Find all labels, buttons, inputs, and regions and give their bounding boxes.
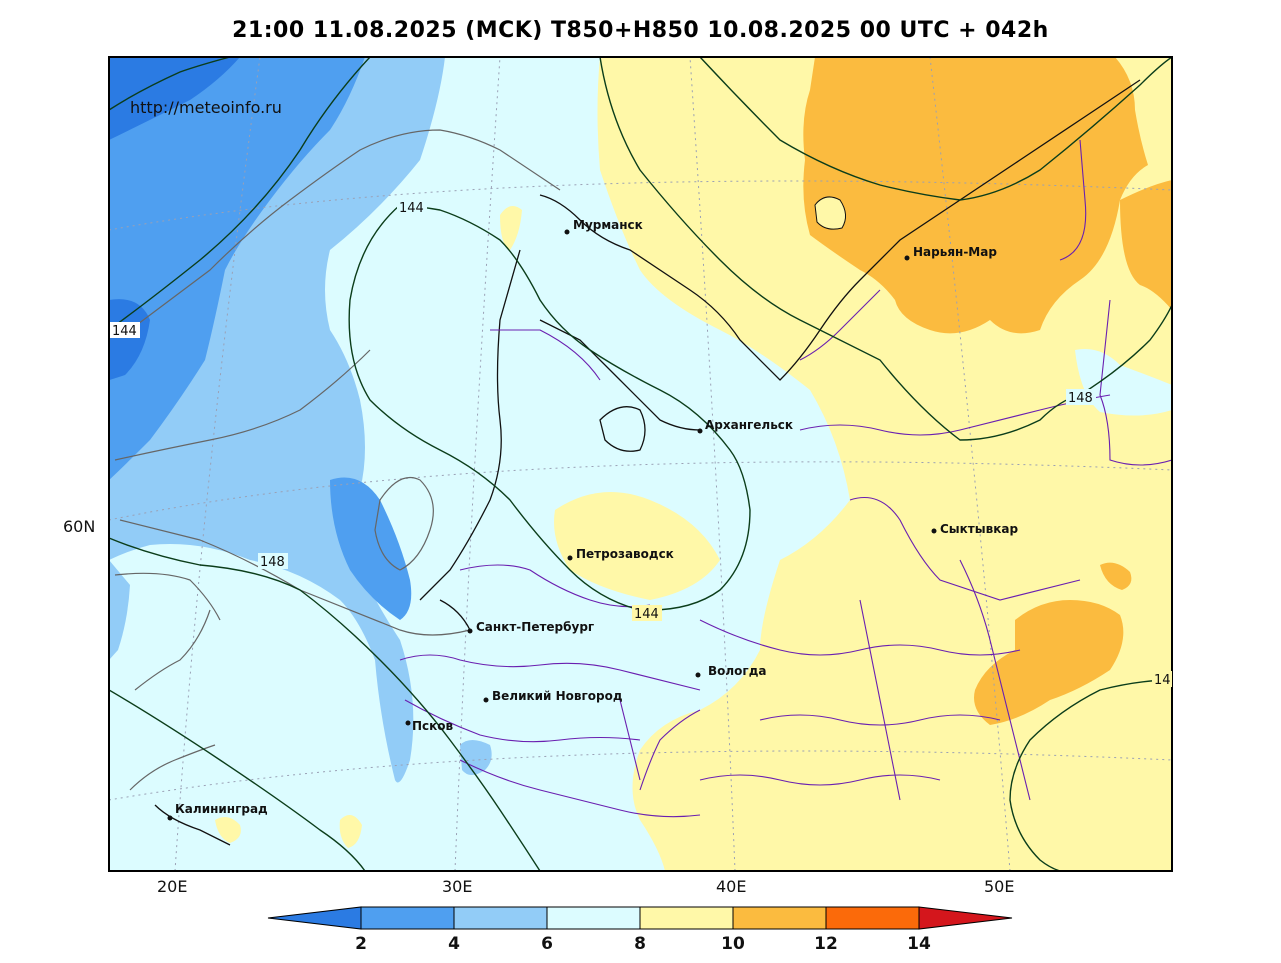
city-label-vologda: Вологда xyxy=(708,664,766,678)
city-marker xyxy=(167,815,173,821)
admin-borders xyxy=(399,139,1172,818)
colorbar-tick-label: 6 xyxy=(541,934,553,954)
temp-band-6-8b xyxy=(1075,349,1172,416)
temp-band-4-6c xyxy=(460,740,492,775)
contour-label: 144 xyxy=(112,324,137,339)
temp-band-10-12 xyxy=(803,57,1148,334)
temp-band-10-12c xyxy=(974,600,1124,725)
lon-label-50e: 50E xyxy=(984,877,1014,896)
contour-label: 14 xyxy=(1154,673,1171,688)
lon-label-40e: 40E xyxy=(716,877,746,896)
temp-band-8-10c xyxy=(500,206,522,250)
colorbar-tick-label: 14 xyxy=(907,934,931,954)
city-marker xyxy=(567,555,573,561)
colorbar-segment xyxy=(267,906,362,930)
temp-band-2-4b xyxy=(330,477,412,620)
temperature-field xyxy=(109,57,1172,871)
colorbar-labels: 2 4 6 8 10 12 14 xyxy=(355,934,931,954)
city-label-pskov: Псков xyxy=(412,719,454,733)
colorbar xyxy=(267,906,1013,930)
temp-band-below-2b xyxy=(109,299,150,380)
city-marker xyxy=(405,720,411,726)
colorbar-tick-label: 4 xyxy=(448,934,460,954)
lat-label-60n: 60N xyxy=(63,517,95,536)
colorbar-segment xyxy=(825,906,920,930)
temp-band-8-10e xyxy=(215,816,241,843)
city-label-naryan-mar: Нарьян-Мар xyxy=(913,245,997,259)
city-marker xyxy=(483,697,489,703)
city-label-petrozavodsk: Петрозаводск xyxy=(576,547,674,561)
temp-band-2-4 xyxy=(109,57,365,480)
city-label-syktyvkar: Сыктывкар xyxy=(940,522,1018,536)
city-marker xyxy=(695,672,701,678)
city-label-saint-petersburg: Санкт-Петербург xyxy=(476,620,594,634)
geopotential-contours xyxy=(109,57,1172,871)
contour-label-group: 144 144 148 144 148 14 xyxy=(110,199,1172,688)
colorbar-segment xyxy=(360,906,455,930)
colorbar-segment xyxy=(918,906,1013,930)
contour-label: 148 xyxy=(260,555,285,570)
temp-band-10-12b xyxy=(1120,180,1172,310)
contour-label: 148 xyxy=(1068,391,1093,406)
colorbar-segment xyxy=(639,906,734,930)
city-marker xyxy=(697,428,703,434)
temp-band-below-2 xyxy=(109,57,240,140)
temp-band-10-12d xyxy=(1100,562,1132,590)
city-marker xyxy=(564,229,570,235)
city-label-veliky-novgorod: Великий Новгород xyxy=(492,689,623,703)
colorbar-segment xyxy=(453,906,548,930)
map-frame xyxy=(108,56,1173,872)
temp-band-8-10d xyxy=(339,815,362,848)
city-marker xyxy=(467,628,473,634)
contour-label: 144 xyxy=(399,201,424,216)
graticule xyxy=(109,57,1172,871)
lon-label-20e: 20E xyxy=(157,877,187,896)
lon-label-30e: 30E xyxy=(442,877,472,896)
colorbar-segment xyxy=(732,906,827,930)
map-title: 21:00 11.08.2025 (MCK) T850+H850 10.08.2… xyxy=(232,18,1049,43)
city-label-kaliningrad: Калининград xyxy=(175,802,268,816)
cities-layer: Мурманск Нарьян-Мар Архангельск Сыктывка… xyxy=(167,218,1018,821)
coastlines xyxy=(114,129,561,791)
city-marker xyxy=(931,528,937,534)
city-label-arkhangelsk: Архангельск xyxy=(705,418,793,432)
colorbar-tick-label: 8 xyxy=(634,934,646,954)
city-label-murmansk: Мурманск xyxy=(573,218,643,232)
colorbar-tick-label: 12 xyxy=(814,934,838,954)
contour-label: 144 xyxy=(634,607,659,622)
colorbar-tick-label: 2 xyxy=(355,934,367,954)
colorbar-tick-label: 10 xyxy=(721,934,745,954)
lake-shape xyxy=(814,196,846,230)
colorbar-segment xyxy=(546,906,641,930)
temp-band-4-6b xyxy=(109,560,130,660)
temp-band-8-10b xyxy=(554,492,720,600)
city-marker xyxy=(904,255,910,261)
watermark-text: http://meteoinfo.ru xyxy=(130,98,282,117)
